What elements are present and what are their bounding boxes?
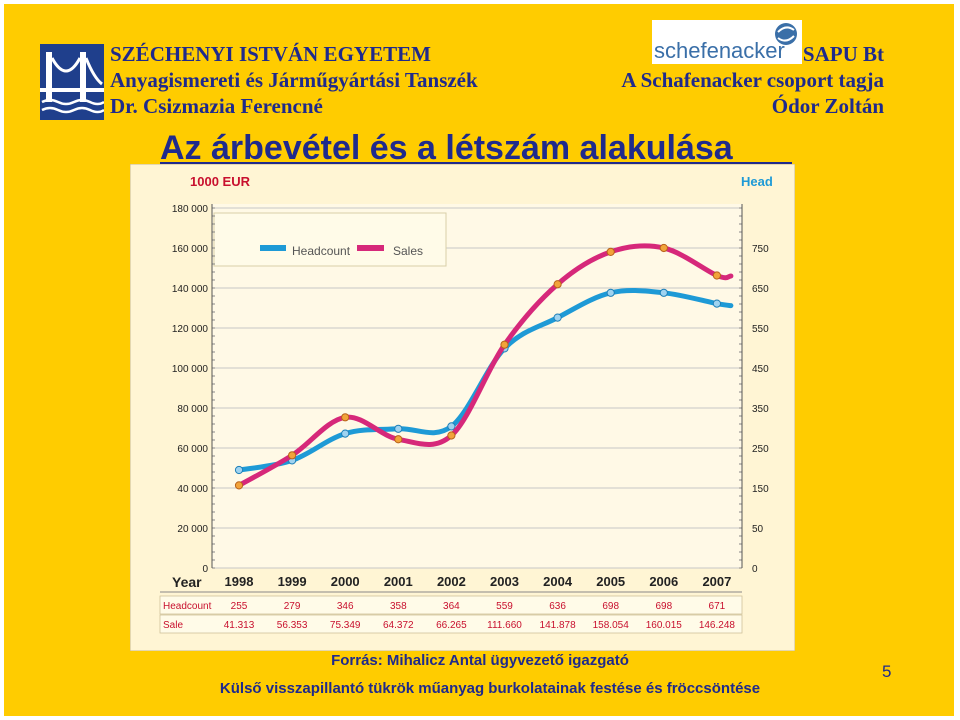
data-label: 146.248 [699, 620, 736, 631]
sales-point [341, 413, 350, 422]
right-tick-label: 750 [752, 244, 769, 255]
sales-point [394, 435, 403, 444]
footer-text: Külső visszapillantó tükrök műanyag burk… [219, 680, 761, 697]
sales-point [447, 431, 456, 440]
left-axis-title: 1000 EUR [190, 174, 251, 189]
left-tick-label: 100 000 [172, 364, 209, 375]
data-label: 636 [549, 601, 566, 612]
headcount-point [394, 424, 403, 433]
right-tick-label: 150 [752, 484, 769, 495]
data-label: 41.313 [224, 620, 255, 631]
right-tick-label: 250 [752, 444, 769, 455]
legend-headcount-label: Headcount [292, 244, 351, 258]
left-tick-label: 180 000 [172, 204, 209, 215]
sales-point [288, 451, 297, 460]
header-contact: Ódor Zoltán [771, 94, 884, 118]
x-tick-label: 1999 [278, 574, 307, 589]
right-tick-label: 650 [752, 284, 769, 295]
table-row [159, 614, 743, 634]
header-group: A Schafenacker csoport tagja [621, 68, 884, 92]
left-tick-label: 60 000 [177, 444, 208, 455]
header-university: SZÉCHENYI ISTVÁN EGYETEM [110, 42, 431, 66]
right-tick-label: 550 [752, 324, 769, 335]
headcount-point [447, 422, 456, 431]
data-label: 364 [443, 601, 460, 612]
data-label: 64.372 [383, 620, 414, 631]
headcount-point [553, 313, 562, 322]
table-row-label: Headcount [163, 601, 212, 612]
source-note: Forrás: Mihalicz Antal ügyvezető igazgat… [331, 652, 629, 669]
x-tick-label: 2001 [384, 574, 413, 589]
x-tick-label: 2006 [649, 574, 678, 589]
table-row [159, 595, 743, 615]
chart: Headcount Sales 180 000 160 000 140 000 120… [130, 164, 795, 651]
sales-point [553, 280, 562, 289]
data-label: 279 [284, 601, 301, 612]
data-label: 66.265 [436, 620, 467, 631]
logo-text: schefenacker [654, 38, 785, 63]
right-tick-label: 0 [752, 564, 758, 575]
sales-point [712, 271, 722, 280]
left-tick-label: 0 [202, 564, 208, 575]
page-number: 5 [882, 662, 892, 681]
data-label: 671 [709, 601, 726, 612]
data-label: 698 [655, 601, 672, 612]
headcount-point [659, 288, 668, 297]
right-tick-label: 50 [752, 524, 764, 535]
axes: 180 000 160 000 140 000 120 000 100 000 80 00… [172, 204, 769, 575]
page-title: Az árbevétel és a létszám alakulása [160, 129, 733, 167]
data-label: 358 [390, 601, 407, 612]
left-tick-label: 80 000 [177, 404, 208, 415]
left-tick-label: 40 000 [177, 484, 208, 495]
sales-point [500, 340, 509, 349]
data-label: 141.878 [540, 620, 577, 631]
sales-point [659, 243, 668, 253]
headcount-point [606, 288, 615, 297]
data-label: 160.015 [646, 620, 683, 631]
data-table: 1998 1999 2000 2001 2002 2003 2004 2005 2006 2007… [159, 574, 743, 634]
x-tick-label: 2007 [702, 574, 731, 589]
x-tick-label: 1998 [225, 574, 254, 589]
x-tick-label: 2003 [490, 574, 519, 589]
header-author: Dr. Csizmazia Ferencné [110, 94, 323, 118]
legend-sales-label: Sales [393, 244, 423, 258]
data-label: 56.353 [277, 620, 308, 631]
sales-line [236, 243, 734, 488]
left-tick-label: 140 000 [172, 284, 209, 295]
right-tick-label: 450 [752, 364, 769, 375]
headcount-point [712, 299, 722, 308]
x-tick-label: 2000 [331, 574, 360, 589]
x-tick-label: 2002 [437, 574, 466, 589]
data-label: 698 [602, 601, 619, 612]
legend-box [213, 212, 447, 267]
right-axis-title: Head [741, 174, 773, 189]
right-tick-label: 350 [752, 404, 769, 415]
left-tick-label: 120 000 [172, 324, 209, 335]
data-label: 158.054 [593, 620, 630, 631]
sales-point [234, 481, 244, 490]
table-row-label: Sale [163, 620, 183, 631]
data-label: 346 [337, 601, 354, 612]
header-department: Anyagismereti és Járműgyártási Tanszék [110, 68, 478, 92]
series-lines [234, 243, 734, 490]
x-tick-label: 2004 [543, 574, 573, 589]
data-label: 111.660 [487, 620, 522, 631]
left-tick-label: 20 000 [177, 524, 208, 535]
x-axis-title: Year [172, 574, 202, 590]
data-label: 75.349 [330, 620, 361, 631]
left-tick-label: 160 000 [172, 244, 209, 255]
headcount-point [234, 465, 244, 475]
schefenacker-logo-icon: schefenacker [652, 20, 802, 64]
headcount-point [341, 429, 350, 438]
bridge-logo-icon [40, 44, 104, 120]
data-label: 559 [496, 601, 513, 612]
data-label: 255 [231, 601, 248, 612]
sales-point [606, 247, 615, 256]
header-company: SAPU Bt [802, 42, 884, 66]
x-tick-label: 2005 [596, 574, 625, 589]
